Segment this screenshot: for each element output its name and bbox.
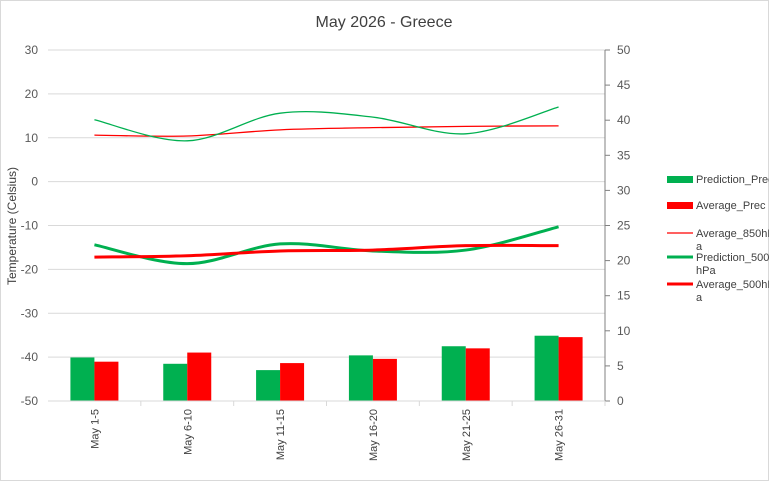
bar-average-prec	[372, 358, 397, 401]
y-tick-label: 10	[25, 131, 39, 145]
y-axis-label: Temperature (Celsius)	[5, 167, 19, 285]
y-tick-label: 20	[25, 87, 39, 101]
legend-label: Prediction_500	[696, 252, 769, 264]
line-average-850hpa	[94, 125, 559, 137]
bar-average-prec	[94, 361, 119, 401]
x-tick-label: May 6-10	[182, 409, 194, 455]
legend-label: Average_500hP	[696, 279, 769, 291]
bar-average-prec	[558, 337, 583, 401]
y2-tick-label: 15	[617, 289, 631, 303]
y2-tick-label: 30	[617, 183, 631, 197]
bar-prediction-prec	[163, 363, 188, 401]
bar-prediction-prec	[441, 346, 466, 401]
bar-prediction-prec	[348, 355, 373, 401]
x-tick-label: May 26-31	[554, 409, 566, 461]
legend-label: Average_Prec	[696, 200, 766, 212]
y-tick-label: 0	[31, 175, 38, 189]
bar-prediction-prec	[256, 370, 281, 401]
chart-title: May 2026 - Greece	[316, 14, 453, 31]
y2-tick-label: 0	[617, 394, 624, 408]
legend-label: a	[696, 241, 703, 253]
legend-swatch	[667, 202, 693, 209]
y2-tick-label: 25	[617, 219, 631, 233]
y2-tick-label: 35	[617, 148, 631, 162]
x-tick-label: May 11-15	[275, 409, 287, 460]
legend-label: Prediction_Prec	[696, 174, 769, 186]
legend-label: Average_850hP	[696, 228, 769, 240]
y-tick-label: -50	[21, 394, 39, 408]
line-average-500hpa	[94, 243, 559, 259]
bar-average-prec	[187, 352, 212, 401]
y2-tick-label: 45	[617, 78, 631, 92]
line-prediction-500hpa	[94, 225, 559, 266]
y-tick-label: 30	[25, 43, 39, 57]
line-prediction-850hpa	[94, 106, 559, 142]
y-tick-label: -30	[21, 306, 39, 320]
y2-tick-label: 5	[617, 359, 624, 373]
legend-swatch	[667, 176, 693, 183]
y2-tick-label: 50	[617, 43, 631, 57]
y-tick-label: -40	[21, 350, 39, 364]
y2-tick-label: 20	[617, 254, 631, 268]
legend-label: a	[696, 292, 703, 304]
legend-label: hPa	[696, 265, 716, 277]
bar-average-prec	[280, 363, 305, 401]
y-tick-label: -10	[21, 219, 39, 233]
bar-prediction-prec	[534, 335, 559, 401]
x-tick-label: May 1-5	[89, 409, 101, 449]
bar-prediction-prec	[70, 357, 95, 401]
x-tick-label: May 16-20	[368, 409, 380, 461]
y-tick-label: -20	[21, 262, 39, 276]
y2-tick-label: 10	[617, 324, 631, 338]
y2-tick-label: 40	[617, 113, 631, 127]
x-tick-label: May 21-25	[461, 409, 473, 461]
bar-average-prec	[465, 348, 490, 401]
